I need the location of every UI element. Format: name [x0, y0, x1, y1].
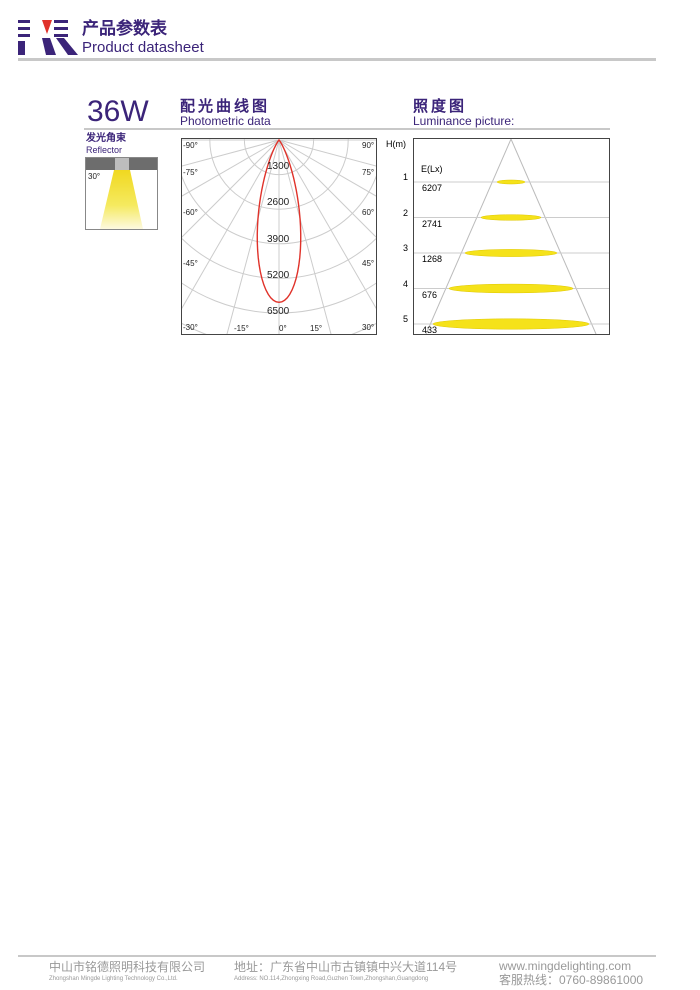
angle-label: -60°	[183, 208, 198, 217]
ring-label: 2600	[267, 197, 290, 208]
photometric-title-cn: 配光曲线图	[180, 98, 271, 115]
angle-label: -30°	[183, 323, 198, 332]
height-axis-label: H(m)	[386, 139, 406, 149]
polar-spoke	[278, 139, 376, 310]
footer-divider	[18, 955, 656, 957]
reflector-title-cn: 发光角束	[86, 133, 126, 144]
polar-spoke	[182, 139, 280, 238]
address-en: Address: NO.114,Zhongxing Road,Guzhen To…	[234, 976, 429, 982]
luminance-title-en: Luminance picture:	[413, 114, 515, 128]
illuminance-axis-label: E(Lx)	[421, 164, 443, 174]
company-name-cn: 中山市铭德照明科技有限公司	[49, 960, 206, 974]
height-value: 1	[403, 172, 409, 182]
reflector-diagram	[85, 157, 158, 230]
polar-spoke	[182, 139, 280, 167]
angle-label: 60°	[362, 208, 375, 217]
illuminance-value: 676	[422, 289, 438, 300]
height-value: 2	[403, 207, 409, 218]
ring-label: 6500	[267, 306, 290, 317]
reflector-title-en: Reflector	[86, 145, 123, 155]
polar-spoke	[278, 139, 376, 197]
light-spot	[448, 283, 574, 294]
polar-spoke	[278, 139, 376, 167]
illuminance-value: 433	[422, 325, 438, 335]
beam-edge	[425, 139, 512, 334]
header-title-en: Product datasheet	[82, 39, 204, 56]
angle-label: 0°	[279, 324, 287, 333]
polar-spoke	[182, 139, 280, 197]
photometric-chart	[181, 138, 377, 335]
angle-label: -15°	[234, 324, 249, 333]
luminance-title-cn: 照度图	[413, 98, 468, 115]
beam-edge	[510, 139, 597, 334]
height-value: 3	[403, 243, 409, 253]
power-label: 36W	[87, 95, 149, 128]
light-spot	[496, 179, 526, 185]
hotline: 客服热线：0760-89861000	[499, 973, 644, 987]
luminance-chart: E(Lx) 6207 2741 1268 676 433	[413, 138, 610, 335]
polar-spoke	[226, 139, 280, 334]
light-spot	[464, 249, 558, 257]
company-logo	[18, 20, 78, 55]
height-value: 4	[403, 278, 409, 289]
light-spot	[480, 214, 542, 221]
section-divider	[84, 128, 610, 130]
polar-spoke	[278, 139, 332, 334]
angle-label: 45°	[362, 259, 375, 268]
ring-label: 5200	[267, 270, 290, 281]
intensity-curve	[256, 139, 302, 304]
polar-spoke	[278, 139, 376, 238]
header-title-cn: 产品参数表	[82, 19, 167, 38]
height-value: 5	[403, 314, 409, 324]
ring-label: 1300	[267, 161, 290, 172]
angle-label: -75°	[183, 168, 198, 177]
polar-spoke	[182, 139, 280, 310]
angle-label: -45°	[183, 259, 198, 268]
angle-label: 90°	[362, 141, 375, 150]
angle-label: -90°	[183, 141, 198, 150]
photometric-title-en: Photometric data	[180, 114, 271, 128]
angle-label: 15°	[310, 324, 323, 333]
illuminance-value: 1268	[422, 254, 443, 264]
angle-label: 75°	[362, 168, 375, 177]
address-cn: 地址：广东省中山市古镇镇中兴大道114号	[234, 960, 458, 974]
angle-label: 30°	[362, 323, 375, 332]
header-divider	[18, 58, 656, 61]
website-link[interactable]: www.mingdelighting.com	[499, 959, 632, 973]
illuminance-value: 6207	[422, 183, 443, 193]
illuminance-value: 2741	[422, 218, 443, 229]
reflector-angle: 30°	[88, 172, 101, 181]
ring-label: 3900	[267, 234, 290, 245]
light-spot	[432, 318, 590, 330]
company-name-en: Zhongshan Mingde Lighting Technology Co.…	[49, 976, 178, 982]
